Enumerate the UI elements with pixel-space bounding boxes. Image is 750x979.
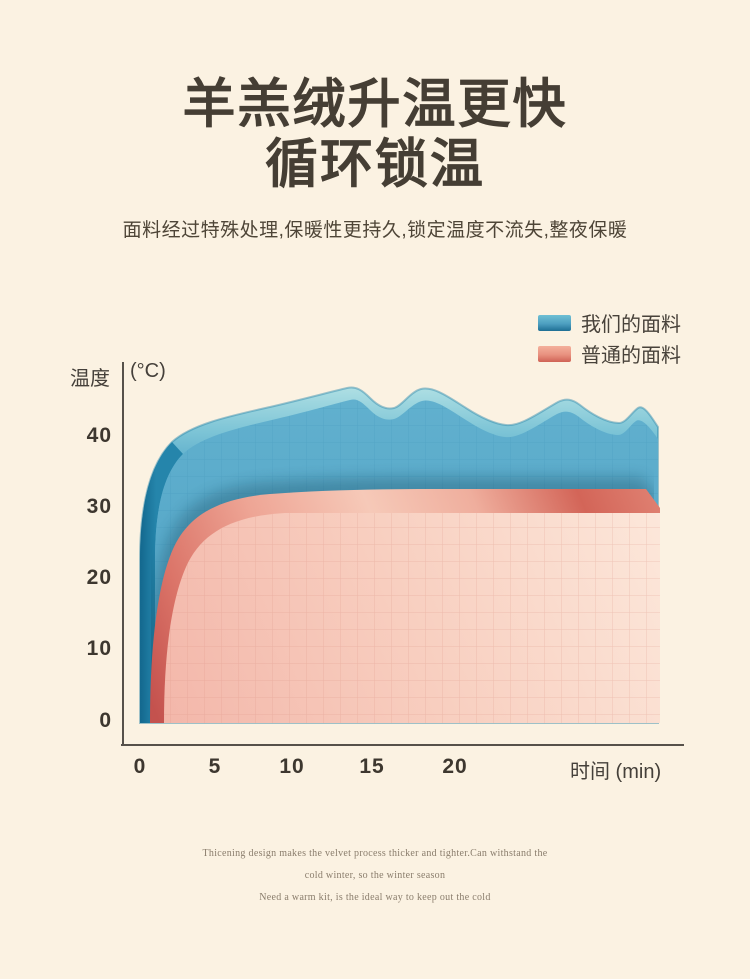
y-axis-unit: (°C) [130, 360, 166, 382]
page-title-line-2: 循环锁温 [265, 135, 485, 194]
pink-area-grid [164, 513, 660, 723]
page-subtitle: 面料经过特殊处理,保暖性更持久,锁定温度不流失,整夜保暖 [122, 220, 628, 241]
legend-item-ordinary-fabric: 普通的面料 [538, 339, 681, 368]
x-tick-0: 0 [133, 755, 147, 778]
chart-axes [121, 362, 684, 746]
footer-text-line-2: cold winter, so the winter season [304, 870, 446, 881]
page-title-line-1: 羊羔绒升温更快 [182, 75, 568, 134]
y-tick-0: 0 [99, 709, 112, 732]
legend-item-our-fabric: 我们的面料 [538, 308, 681, 337]
legend-swatch-ordinary-fabric [538, 345, 571, 362]
blue-area-left-side [140, 442, 183, 723]
y-tick-10: 10 [86, 637, 112, 660]
footer-text-line-3: Need a warm kit, is the ideal way to kee… [259, 892, 491, 903]
x-tick-5: 5 [208, 755, 222, 778]
legend-label-our-fabric: 我们的面料 [581, 314, 681, 336]
series-ordinary-fabric-area [150, 489, 660, 723]
x-axis-title: 时间 (min) [570, 761, 662, 783]
y-tick-20: 20 [86, 566, 112, 589]
y-tick-40: 40 [86, 424, 112, 447]
y-axis-title: 温度 [70, 368, 110, 390]
y-tick-30: 30 [86, 495, 112, 518]
x-tick-20: 20 [442, 755, 468, 778]
legend-swatch-our-fabric [538, 314, 571, 331]
x-tick-10: 10 [279, 755, 305, 778]
legend-label-ordinary-fabric: 普通的面料 [581, 345, 681, 367]
x-tick-15: 15 [359, 755, 385, 778]
footer-text-line-1: Thicening design makes the velvet proces… [202, 848, 548, 859]
